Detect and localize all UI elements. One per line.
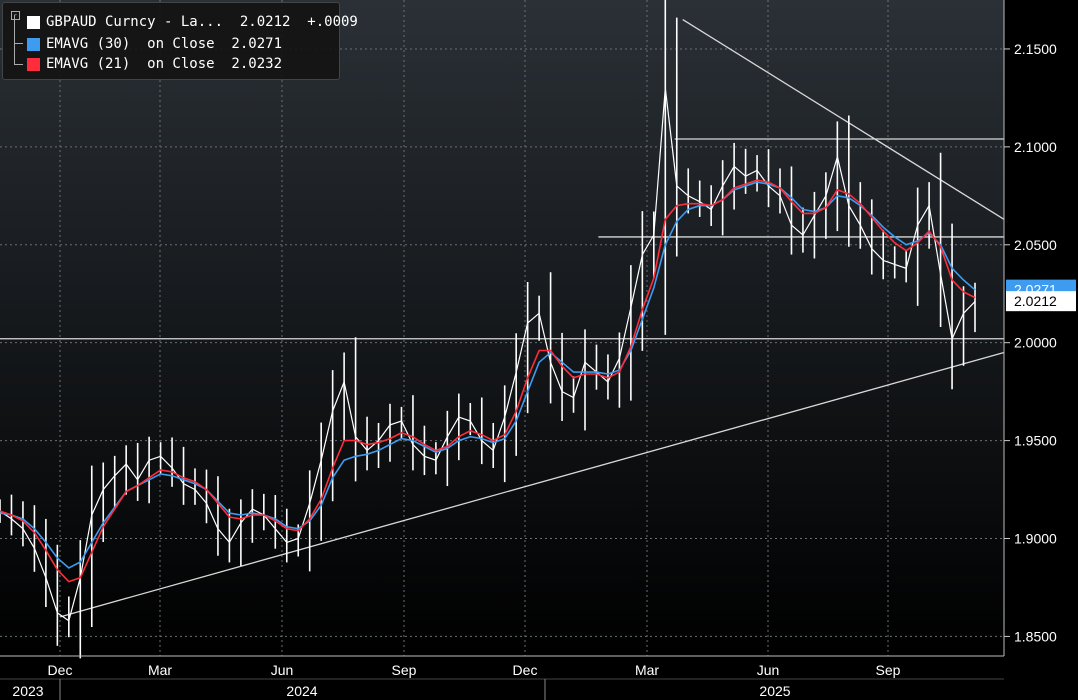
collapse-icon[interactable]: - [11,11,20,20]
legend-ema21-label: EMAVG (21) on Close 2.0232 [46,56,283,72]
y-tick-label: 2.0000 [1014,335,1057,351]
series-layer [0,0,976,659]
legend-item-ema21[interactable]: EMAVG (21) on Close 2.0232 [27,55,282,73]
legend-price-label: GBPAUD Curncy - La... 2.0212 +.0009 [46,14,358,30]
x-tick-label: Sep [876,662,901,678]
ema21-line [0,179,976,583]
year-label: 2023 [12,683,43,699]
legend-ema30-label: EMAVG (30) on Close 2.0271 [46,36,283,52]
x-tick-label: Mar [148,662,172,678]
ema21-swatch-icon [27,57,40,71]
year-label: 2024 [286,683,317,699]
last-price-tag-bg [1006,291,1076,312]
legend-tree-lines [14,15,23,65]
legend-item-price[interactable]: GBPAUD Curncy - La... 2.0212 +.0009 [27,13,358,31]
last-price-tag: 2.0212 [1014,293,1057,309]
y-tick-label: 1.9500 [1014,433,1057,449]
y-tick-label: 1.9000 [1014,531,1057,547]
x-tick-label: Sep [392,662,417,678]
x-tick-label: Dec [48,662,73,678]
legend-item-ema30[interactable]: EMAVG (30) on Close 2.0271 [27,35,282,53]
x-axis: Dec Mar Jun Sep Dec Mar Jun Sep 2023 2024 2025 [0,655,1004,700]
x-tick-label: Jun [271,662,294,678]
price-swatch-icon [27,15,40,29]
price-line [0,88,976,622]
trendline [60,351,1005,618]
y-tick-label: 2.1000 [1014,139,1057,155]
x-tick-label: Mar [635,662,659,678]
y-tick-label: 2.1500 [1014,41,1057,57]
legend[interactable]: - GBPAUD Curncy - La... 2.0212 +.0009 EM… [2,2,358,80]
ema30-line [0,181,976,569]
y-axis: 2.1500 2.1000 2.0500 2.0000 1.9500 1.9000 1.85… [1003,0,1057,656]
ema30-swatch-icon [27,37,40,51]
x-tick-label: Jun [757,662,780,678]
y-tick-label: 1.8500 [1014,628,1057,644]
trendline [682,19,1005,220]
trendlines [0,19,1005,618]
plot-background [0,0,1004,656]
year-label: 2025 [759,683,790,699]
x-tick-label: Dec [513,662,538,678]
y-tick-label: 2.0500 [1014,237,1057,253]
